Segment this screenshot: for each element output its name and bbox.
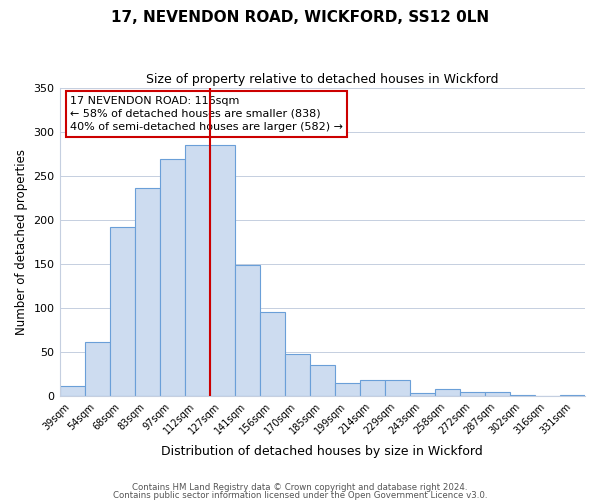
Bar [435, 390, 460, 396]
Bar [209, 146, 235, 396]
Bar [260, 312, 285, 396]
Y-axis label: Number of detached properties: Number of detached properties [15, 149, 28, 335]
Text: 17 NEVENDON ROAD: 116sqm
← 58% of detached houses are smaller (838)
40% of semi-: 17 NEVENDON ROAD: 116sqm ← 58% of detach… [70, 96, 343, 132]
Bar [185, 146, 209, 396]
Text: Contains public sector information licensed under the Open Government Licence v3: Contains public sector information licen… [113, 490, 487, 500]
Bar [134, 188, 160, 396]
Bar [385, 380, 410, 396]
Bar [460, 392, 485, 396]
X-axis label: Distribution of detached houses by size in Wickford: Distribution of detached houses by size … [161, 444, 483, 458]
Bar [360, 380, 385, 396]
Text: 17, NEVENDON ROAD, WICKFORD, SS12 0LN: 17, NEVENDON ROAD, WICKFORD, SS12 0LN [111, 10, 489, 25]
Bar [85, 342, 110, 396]
Bar [485, 392, 510, 396]
Text: Contains HM Land Registry data © Crown copyright and database right 2024.: Contains HM Land Registry data © Crown c… [132, 484, 468, 492]
Bar [410, 393, 435, 396]
Bar [285, 354, 310, 397]
Bar [235, 265, 260, 396]
Bar [110, 227, 134, 396]
Bar [160, 158, 185, 396]
Bar [59, 386, 85, 396]
Bar [560, 394, 585, 396]
Bar [335, 383, 360, 396]
Title: Size of property relative to detached houses in Wickford: Size of property relative to detached ho… [146, 72, 499, 86]
Bar [310, 366, 335, 396]
